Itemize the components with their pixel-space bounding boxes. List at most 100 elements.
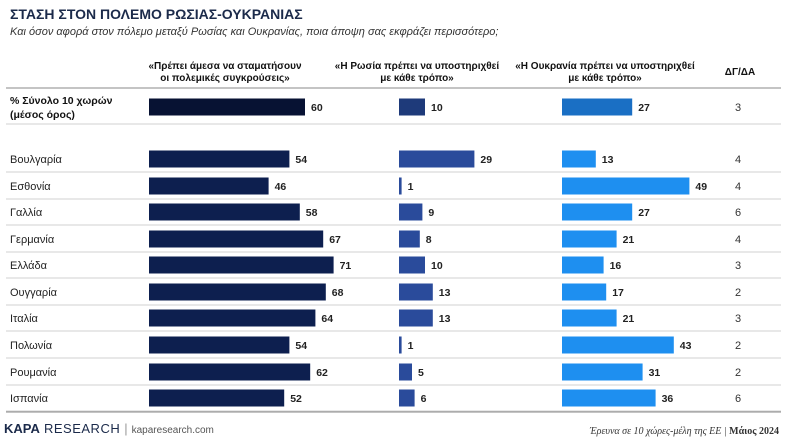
bar-russia — [399, 177, 402, 195]
category-label: Πολωνία — [10, 340, 53, 352]
bar-russia — [399, 389, 415, 407]
chart-title: ΣΤΑΣΗ ΣΤΟΝ ΠΟΛΕΜΟ ΡΩΣΙΑΣ-ΟΥΚΡΑΝΙΑΣ — [10, 6, 303, 22]
category-label: Βουλγαρία — [10, 154, 63, 166]
category-label: Ελλάδα — [10, 260, 48, 272]
dk-na-value: 2 — [735, 287, 741, 299]
category-label-total-line2: (μέσος όρος) — [10, 109, 75, 121]
dk-na-value: 6 — [735, 393, 741, 405]
bar-stop-war — [149, 203, 300, 221]
chart-subtitle: Και όσον αφορά στον πόλεμο μεταξύ Ρωσίας… — [10, 26, 499, 38]
dk-na-value: 4 — [735, 181, 741, 193]
column-header-stop-war-line1: «Πρέπει άμεσα να σταματήσουν — [148, 61, 302, 72]
dk-na-value: 3 — [735, 102, 741, 114]
bar-russia-value-label: 9 — [428, 207, 434, 219]
bar-russia — [399, 203, 423, 221]
dk-na-value: 4 — [735, 234, 741, 246]
bar-ukraine-value-label: 27 — [638, 207, 650, 219]
bar-stop-war — [149, 309, 316, 327]
kapa-research-logo: KAPA RESEARCH | kaparesearch.com — [4, 421, 214, 436]
bar-ukraine-value-label: 16 — [610, 260, 622, 272]
dk-na-value: 2 — [735, 367, 741, 379]
dk-na-value: 3 — [735, 260, 741, 272]
dk-na-value: 2 — [735, 340, 741, 352]
bar-russia — [399, 283, 433, 301]
bar-ukraine-value-label: 17 — [612, 287, 624, 299]
bar-stop-war — [149, 256, 334, 274]
category-label: Γαλλία — [10, 207, 43, 219]
bar-russia — [399, 256, 425, 274]
bar-ukraine — [562, 336, 674, 354]
bar-russia-value-label: 1 — [408, 340, 414, 352]
bar-stop-war — [149, 283, 326, 301]
bar-russia-value-label: 13 — [439, 287, 451, 299]
bar-russia-value-label: 10 — [431, 260, 443, 272]
category-label: Εσθονία — [10, 181, 51, 193]
bar-russia — [399, 230, 420, 248]
bar-stop-war-value-label: 68 — [332, 287, 344, 299]
bar-stop-war — [149, 230, 324, 248]
footer-survey-note: Έρευνα σε 10 χώρες-μέλη της ΕΕ | — [589, 426, 727, 437]
column-header-russia: «Η Ρωσία πρέπει να υποστηριχθεί με κάθε … — [322, 61, 512, 85]
bar-stop-war-value-label: 52 — [290, 393, 302, 405]
column-header-ukraine-line2: με κάθε τρόπο» — [568, 73, 642, 84]
bar-ukraine-value-label: 49 — [695, 181, 707, 193]
bar-ukraine-value-label: 43 — [680, 340, 692, 352]
bar-ukraine-value-label: 21 — [623, 234, 635, 246]
category-label: Ρουμανία — [10, 367, 57, 379]
logo-k: K — [4, 421, 14, 436]
bar-stop-war-value-label: 71 — [340, 260, 352, 272]
bar-stop-war-value-label: 54 — [295, 154, 307, 166]
bar-stop-war-value-label: 60 — [311, 102, 323, 114]
column-header-stop-war: «Πρέπει άμεσα να σταματήσουν οι πολεμικέ… — [120, 61, 330, 85]
bar-ukraine-value-label: 36 — [662, 393, 674, 405]
bar-stop-war-value-label: 54 — [295, 340, 307, 352]
bar-ukraine — [562, 363, 643, 381]
bar-ukraine — [562, 256, 604, 274]
bar-stop-war-value-label: 64 — [321, 313, 333, 325]
bar-stop-war — [149, 150, 290, 168]
bar-ukraine — [562, 150, 596, 168]
bar-ukraine — [562, 283, 607, 301]
bar-stop-war — [149, 363, 311, 381]
category-label-total-line1: % Σύνολο 10 χωρών — [10, 95, 113, 107]
category-label: Ουγγαρία — [10, 287, 58, 299]
bar-stop-war — [149, 336, 290, 354]
bar-stop-war-value-label: 67 — [329, 234, 341, 246]
bar-russia — [399, 363, 412, 381]
bar-ukraine-value-label: 21 — [623, 313, 635, 325]
bar-ukraine — [562, 230, 617, 248]
logo-apa: APA — [13, 421, 40, 436]
bar-russia-value-label: 29 — [480, 154, 492, 166]
column-header-stop-war-line2: οι πολεμικές συγκρούσεις» — [160, 73, 290, 84]
bar-ukraine-value-label: 13 — [602, 154, 614, 166]
bar-russia — [399, 150, 475, 168]
bar-ukraine — [562, 203, 633, 221]
category-label: Ιταλία — [10, 313, 39, 325]
bar-russia-value-label: 8 — [426, 234, 432, 246]
bar-russia — [399, 98, 425, 116]
dk-na-value: 4 — [735, 154, 741, 166]
bar-ukraine — [562, 389, 656, 407]
logo-research: RESEARCH — [39, 421, 121, 436]
bar-russia — [399, 336, 402, 354]
bar-stop-war-value-label: 46 — [275, 181, 287, 193]
dk-na-value: 3 — [735, 313, 741, 325]
category-label: Ισπανία — [10, 393, 49, 405]
footer-date: Μάιος 2024 — [729, 426, 779, 437]
bar-russia-value-label: 13 — [439, 313, 451, 325]
bar-ukraine — [562, 309, 617, 327]
bar-russia — [399, 309, 433, 327]
column-header-russia-line2: με κάθε τρόπο» — [380, 73, 454, 84]
bar-russia-value-label: 5 — [418, 367, 424, 379]
footer-url[interactable]: kaparesearch.com — [131, 425, 214, 436]
bar-ukraine — [562, 177, 690, 195]
bar-ukraine — [562, 98, 633, 116]
bar-stop-war-value-label: 58 — [306, 207, 318, 219]
column-header-russia-line1: «Η Ρωσία πρέπει να υποστηριχθεί — [334, 61, 500, 72]
bar-stop-war — [149, 177, 269, 195]
column-header-ukraine: «Η Ουκρανία πρέπει να υποστηριχθεί με κά… — [500, 61, 710, 85]
bar-stop-war — [149, 389, 285, 407]
category-label: Γερμανία — [10, 234, 55, 246]
bar-stop-war-value-label: 62 — [316, 367, 328, 379]
